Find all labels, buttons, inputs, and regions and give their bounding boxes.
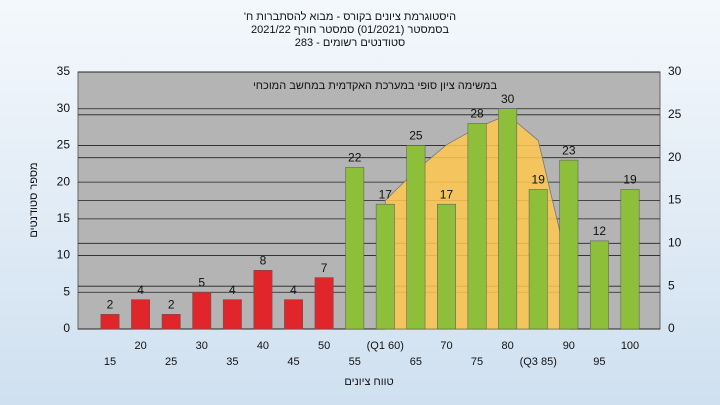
bar <box>284 299 303 330</box>
value-label: 28 <box>470 107 484 121</box>
value-label: 2 <box>107 297 114 311</box>
chart-title: 'היסטוגרמת ציונים בקורס - מבוא להסתברות … <box>244 10 456 23</box>
x-tick-label: 75 <box>471 356 483 368</box>
x-tick-label: (Q1 60) <box>367 340 404 352</box>
y-tick-label: 20 <box>57 174 71 188</box>
chart-subtitle: בסמסטר (01/2021) סמסטר חורף 2021/22 <box>251 24 449 36</box>
bar <box>498 108 518 330</box>
y-tick-label: 0 <box>63 321 70 335</box>
y2-tick-label: 30 <box>668 64 682 78</box>
bar <box>589 240 609 330</box>
y-tick-label: 30 <box>57 101 71 115</box>
x-tick-label: 20 <box>134 340 146 352</box>
x-tick-label: (Q3 85) <box>520 356 557 368</box>
chart-subtitle: סטודנטים רשומים - 283 <box>295 37 406 49</box>
value-label: 4 <box>229 283 236 297</box>
x-tick-label: 40 <box>257 340 269 352</box>
bar <box>314 277 334 330</box>
value-label: 17 <box>379 187 393 201</box>
bar <box>528 189 548 330</box>
value-label: 25 <box>409 129 423 143</box>
value-label: 19 <box>532 173 546 187</box>
value-label: 12 <box>593 224 607 238</box>
x-tick-label: 100 <box>621 340 639 352</box>
x-tick-label: 50 <box>318 340 330 352</box>
x-tick-label: 55 <box>349 356 361 368</box>
bar <box>131 299 151 330</box>
x-tick-label: 15 <box>104 356 116 368</box>
x-tick-label: 80 <box>502 340 514 352</box>
x-tick-label: 35 <box>226 356 238 368</box>
value-label: 22 <box>348 151 362 165</box>
y2-tick-label: 25 <box>668 107 682 121</box>
value-label: 4 <box>290 283 297 297</box>
bar <box>253 270 273 330</box>
x-tick-label: 90 <box>563 340 575 352</box>
y2-tick-label: 15 <box>668 193 682 207</box>
bar <box>100 314 120 330</box>
bar <box>437 203 456 330</box>
x-axis-label: טווח ציונים <box>344 376 393 388</box>
bar <box>345 167 365 330</box>
bar <box>559 159 579 330</box>
bar <box>467 123 487 330</box>
y-tick-label: 25 <box>57 138 71 152</box>
bar <box>406 145 426 330</box>
y-tick-label: 5 <box>63 284 70 298</box>
y-tick-label: 15 <box>57 211 71 225</box>
x-tick-label: 25 <box>165 356 177 368</box>
x-tick-label: 95 <box>593 356 605 368</box>
y2-tick-label: 0 <box>668 321 675 335</box>
y-tick-label: 10 <box>57 248 71 262</box>
x-tick-label: 70 <box>440 340 452 352</box>
bar <box>620 189 640 330</box>
bar <box>161 314 181 330</box>
y-tick-label: 35 <box>57 64 71 78</box>
value-label: 19 <box>623 173 637 187</box>
x-tick-label: 45 <box>287 356 299 368</box>
value-label: 4 <box>137 283 144 297</box>
x-tick-label: 65 <box>410 356 422 368</box>
value-label: 30 <box>501 92 515 106</box>
bar <box>375 203 395 330</box>
annotation: במשימה ציון סופי במערכת האקדמית במחשב המ… <box>253 80 497 92</box>
value-label: 2 <box>168 297 175 311</box>
y2-tick-label: 5 <box>668 278 675 292</box>
y2-tick-label: 10 <box>668 236 682 250</box>
value-label: 17 <box>440 187 454 201</box>
value-label: 8 <box>260 253 267 267</box>
value-label: 7 <box>321 261 328 275</box>
bar <box>192 292 212 330</box>
value-label: 5 <box>198 275 205 289</box>
y-axis-label: מספר סטודנטים <box>28 162 40 237</box>
bar <box>222 299 242 330</box>
value-label: 23 <box>562 143 576 157</box>
x-tick-label: 30 <box>196 340 208 352</box>
y2-tick-label: 20 <box>668 150 682 164</box>
